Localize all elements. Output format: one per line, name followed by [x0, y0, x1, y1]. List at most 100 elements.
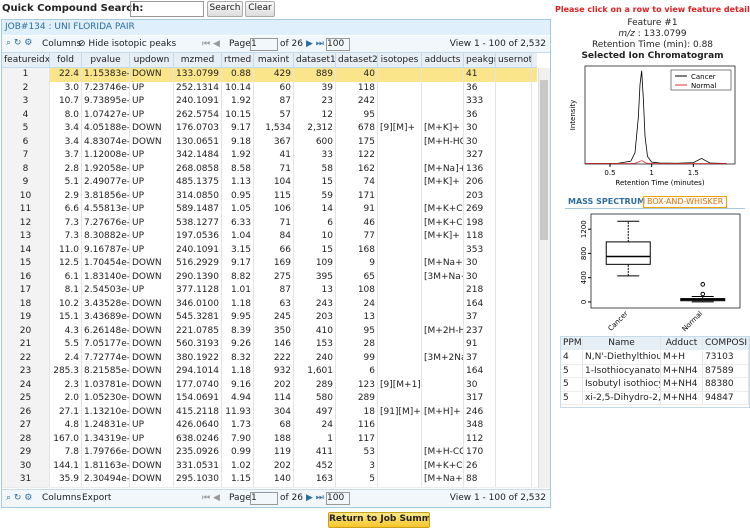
table-row[interactable]: 3135.92.30494e-DOWN295.10301.151401635[M… — [2, 473, 537, 488]
page-input[interactable]: 1 — [250, 492, 278, 505]
table-row[interactable]: 116.64.55813e-UP589.14871.051061491[M+K+… — [2, 203, 537, 218]
table-row[interactable]: 23285.38.21585e-DOWN294.10141.189321,601… — [2, 365, 537, 380]
column-header[interactable]: maxint — [254, 53, 294, 67]
columns-button[interactable]: Columns — [42, 39, 81, 49]
table-cell — [496, 379, 532, 393]
table-cell: 21 — [2, 338, 50, 352]
page-size[interactable]: 100 — [326, 492, 350, 505]
export-button[interactable]: Export — [82, 493, 111, 503]
table-row[interactable]: 178.12.54503e-UP377.11281.018713108218 — [2, 284, 537, 299]
table-row[interactable]: 1810.23.43528e-DOWN346.01001.18632432416… — [2, 298, 537, 313]
table-cell: 188 — [254, 433, 294, 447]
table-row[interactable]: 274.81.24831e-UP426.06401.736824116348 — [2, 419, 537, 434]
table-cell: 7 — [2, 149, 50, 163]
table-row[interactable]: 53.44.05188e-DOWN176.07039.171,5342,3126… — [2, 122, 537, 137]
table-cell: DOWN — [130, 271, 174, 285]
column-header[interactable]: updown — [130, 53, 174, 67]
table-row[interactable]: 122.41.15383e-DOWN133.07990.884298894041 — [2, 68, 537, 83]
column-header[interactable]: pvalue — [82, 53, 130, 67]
table-row[interactable]: 242.31.03781e-DOWN177.07409.16202289123[… — [2, 379, 537, 394]
search-button[interactable]: Search — [207, 1, 243, 17]
table-cell — [496, 122, 532, 136]
table-cell: 12 — [294, 109, 336, 123]
table-cell: 28 — [336, 338, 378, 352]
table-row[interactable]: 1915.13.43689e-DOWN545.32819.95245203133… — [2, 311, 537, 326]
column-header[interactable]: featureidx — [2, 53, 50, 67]
table-row[interactable]: 63.44.83074e-DOWN130.06519.18367600175[M… — [2, 136, 537, 151]
table-cell: 9.16787e- — [82, 244, 130, 258]
table-row[interactable]: 204.36.26148e-DOWN221.07858.3935041095[M… — [2, 325, 537, 340]
table-cell: 171 — [336, 190, 378, 204]
table-row[interactable]: 28167.01.34319e-UP638.02467.901881117112 — [2, 433, 537, 448]
table-cell: 415.2118 — [174, 406, 222, 420]
table-cell — [496, 473, 532, 487]
columns-button[interactable]: Columns — [42, 493, 81, 503]
table-row[interactable]: 23.07.23746e-UP252.131410.14603911836 — [2, 82, 537, 97]
table-row[interactable]: 73.71.12008e-UP342.14841.924133122327 — [2, 149, 537, 164]
table-row[interactable]: 2627.11.13210e-DOWN415.211811.9330449718… — [2, 406, 537, 421]
column-header[interactable]: peakgrou — [464, 53, 496, 67]
table-row[interactable]: 297.81.79766e-DOWN235.09260.9911941153[M… — [2, 446, 537, 461]
table-row[interactable]: 1411.09.16787e-UP240.10913.156615168353 — [2, 244, 537, 259]
table-row[interactable]: 95.12.49077e-UP485.13751.131041574[M+K]+… — [2, 176, 537, 191]
table-row[interactable]: 102.93.81856e-UP314.08500.9511559171203 — [2, 190, 537, 205]
search-input[interactable] — [130, 1, 204, 17]
column-header[interactable]: mzmed — [174, 53, 222, 67]
tab[interactable]: BOX-AND-WHISKER — [643, 196, 727, 208]
scrollbar[interactable] — [538, 68, 550, 488]
table-cell: 6.1 — [50, 271, 82, 285]
table-cell: 1.13210e- — [82, 406, 130, 420]
table-row[interactable]: 82.81.92058e-UP268.08588.587158162[M+Na]… — [2, 163, 537, 178]
page-input[interactable]: 1 — [250, 38, 278, 51]
table-cell: UP — [130, 217, 174, 231]
table-row[interactable]: 252.01.05230e-DOWN154.06914.941145802893… — [2, 392, 537, 407]
return-button[interactable]: Return to Job Summary — [328, 512, 430, 528]
table-cell: 5 — [336, 473, 378, 487]
table-cell — [378, 95, 422, 109]
column-header[interactable]: adducts — [422, 53, 464, 67]
table-cell — [496, 338, 532, 352]
column-header[interactable]: dataset2_r — [336, 53, 378, 67]
column-header[interactable]: isotopes — [378, 53, 422, 67]
column-header[interactable]: rtmed — [222, 53, 254, 67]
table-row[interactable]: 310.79.73895e-UP240.10911.928723242333 — [2, 95, 537, 110]
table-row[interactable]: 30144.11.81163e-DOWN331.05311.022024523[… — [2, 460, 537, 475]
table-cell: 6.33 — [222, 217, 254, 231]
table-cell — [378, 217, 422, 231]
table-row[interactable]: 222.47.72774e-DOWN380.19228.3222224099[3… — [2, 352, 537, 367]
table-cell: 16 — [2, 271, 50, 285]
table-cell: DOWN — [130, 365, 174, 379]
table-row[interactable]: 127.37.27676e-UP538.12776.3371646[M+K+CF… — [2, 217, 537, 232]
page-label: Page — [229, 493, 251, 503]
table-cell: 580 — [294, 392, 336, 406]
prompt: Please click on a row to view feature de… — [555, 5, 750, 14]
table-cell — [496, 217, 532, 231]
table-cell: 119 — [254, 446, 294, 460]
mz: m/z : 133.0799 — [555, 29, 750, 39]
table-cell: UP — [130, 244, 174, 258]
table-cell: 8.30882e- — [82, 230, 130, 244]
table-cell: 7.3 — [50, 217, 82, 231]
table-cell — [496, 433, 532, 447]
table-row[interactable]: 215.57.05177e-DOWN560.31939.261461532891 — [2, 338, 537, 353]
column-header[interactable]: usernotes — [496, 53, 532, 67]
table-cell: 35.9 — [50, 473, 82, 487]
table-cell: 109 — [294, 257, 336, 271]
table-row[interactable]: 137.38.30882e-UP197.05361.04841077[M+K]+… — [2, 230, 537, 245]
x-tick-label: 0.5 — [604, 169, 615, 177]
table-row[interactable]: 166.11.83140e-DOWN290.13908.8227539565[3… — [2, 271, 537, 286]
table-cell: 545.3281 — [174, 311, 222, 325]
column-header[interactable]: fold — [50, 53, 82, 67]
column-header[interactable]: dataset1_r — [294, 53, 336, 67]
table-cell: 333 — [464, 95, 496, 109]
table-row[interactable]: 1512.51.70454e-DOWN516.29299.171691099[M… — [2, 257, 537, 272]
tab[interactable]: MASS SPECTRUM — [565, 196, 648, 207]
clear-button[interactable]: Clear — [245, 1, 275, 17]
hide-isotopes[interactable]: ⊘ Hide isotopic peaks — [78, 39, 176, 49]
table-row[interactable]: 48.01.07427e-UP262.575410.1557129536 — [2, 109, 537, 124]
table-cell: 252.1314 — [174, 82, 222, 96]
table-cell: 37 — [464, 352, 496, 366]
table-cell — [378, 460, 422, 474]
page-size[interactable]: 100 — [326, 38, 350, 51]
